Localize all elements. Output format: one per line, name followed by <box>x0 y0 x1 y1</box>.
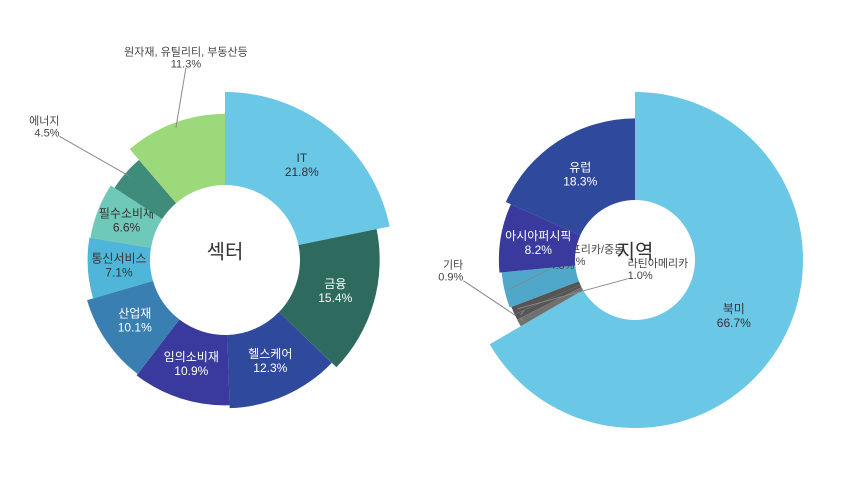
slice-value: 7.1% <box>105 265 133 279</box>
slice-label: 헬스케어 <box>248 347 292 361</box>
callout-line <box>59 136 129 176</box>
slice-label: 아시아퍼시픽 <box>505 229 571 243</box>
sector-chart: IT21.8% 금융15.4% 헬스케어12.3% 임의소비재10.9% 산업재10.1… <box>25 20 425 480</box>
slice-label: 산업재 <box>118 307 151 321</box>
slice-value: 21.8% <box>285 165 319 179</box>
slice-label: 유럽 <box>569 160 591 174</box>
region-chart-svg: 북미66.7%기타0.9%아프리카/중동0.7%라틴아메리카1.0%일본4.3%… <box>435 20 835 480</box>
slice-value: 6.6% <box>113 221 141 235</box>
callout-line <box>176 68 186 128</box>
slice-value: 18.3% <box>563 174 597 188</box>
callout-label: 원자재, 유틸리티, 부동산등 <box>124 46 248 59</box>
region-chart: 북미66.7%기타0.9%아프리카/중동0.7%라틴아메리카1.0%일본4.3%… <box>435 20 835 480</box>
slice-value: 15.4% <box>318 291 352 305</box>
slice-label: 금융 <box>324 277 346 291</box>
callout-label: 에너지 <box>29 114 59 127</box>
sector-chart-svg: IT21.8% 금융15.4% 헬스케어12.3% 임의소비재10.9% 산업재10.1… <box>25 20 425 480</box>
slice-value: 10.1% <box>118 321 152 335</box>
slice-label: IT <box>297 151 308 165</box>
slice-value: 10.9% <box>174 364 208 378</box>
callout-value: 1.0% <box>628 270 653 282</box>
slice-value: 66.7% <box>717 316 751 330</box>
slice-value: 8.2% <box>525 243 553 257</box>
slice-label: 임의소비재 <box>164 350 219 364</box>
slice-label: 통신서비스 <box>91 251 146 265</box>
callout-value: 11.3% <box>171 59 202 71</box>
slice-label: 북미 <box>723 302 745 316</box>
callout-label: 라틴아메리카 <box>628 257 689 270</box>
callout-value: 4.5% <box>34 127 59 139</box>
callout-value: 0.9% <box>438 272 463 284</box>
charts-container: IT21.8% 금융15.4% 헬스케어12.3% 임의소비재10.9% 산업재10.1… <box>20 20 840 480</box>
slice-label: 필수소비재 <box>99 207 154 221</box>
callout-label: 기타 <box>443 259 463 272</box>
slice-value: 12.3% <box>253 361 287 375</box>
